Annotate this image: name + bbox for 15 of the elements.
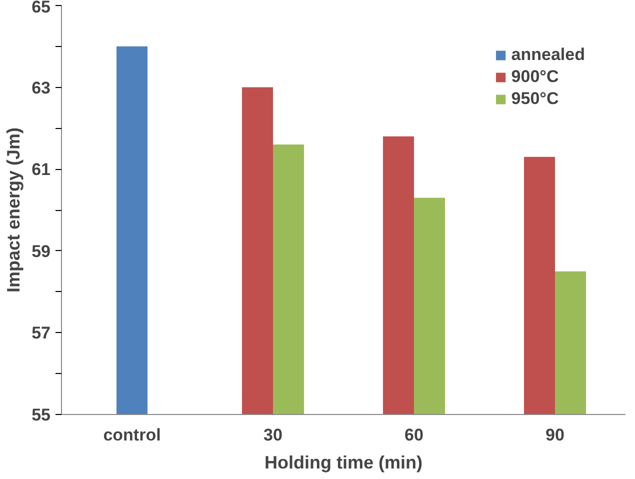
y-tick-label: 55 bbox=[32, 406, 51, 424]
x-tick-label: 30 bbox=[264, 426, 282, 444]
legend-label: annealed bbox=[511, 45, 585, 65]
x-tick-label: 90 bbox=[546, 426, 564, 444]
y-tick-label: 59 bbox=[32, 242, 51, 261]
legend-label: 900°C bbox=[511, 67, 559, 87]
x-tick-label: 60 bbox=[404, 426, 424, 444]
y-axis-title: Impact energy (Jm) bbox=[4, 127, 24, 293]
legend-label: 950°C bbox=[511, 89, 559, 109]
x-tick-label: control bbox=[103, 426, 161, 444]
y-tick-label: 61 bbox=[32, 160, 51, 180]
y-tick-label: 63 bbox=[32, 78, 51, 98]
y-tick-label: 65 bbox=[32, 0, 51, 16]
x-axis-title: Holding time (min) bbox=[264, 452, 422, 472]
y-tick-label: 57 bbox=[32, 324, 51, 343]
